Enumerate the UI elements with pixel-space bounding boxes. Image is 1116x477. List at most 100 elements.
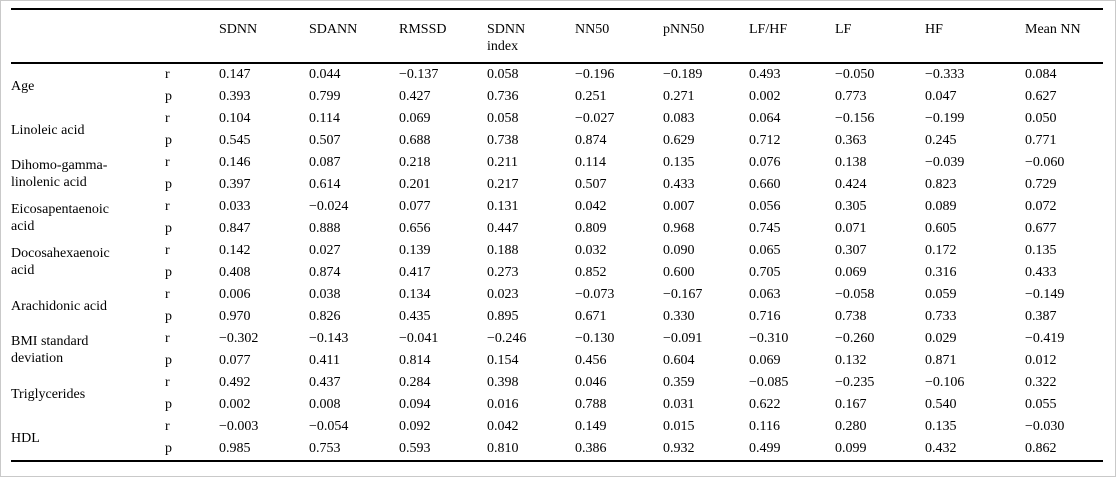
header-row: SDNN SDANN RMSSD SDNN index NN50 pNN50 LF/HF LF… xyxy=(11,9,1103,64)
value-cell: 0.397 xyxy=(219,177,251,192)
value-cell: 0.932 xyxy=(663,441,695,456)
value-cell: 0.729 xyxy=(1025,177,1057,192)
value-cell: 0.593 xyxy=(399,441,431,456)
value-cell: 0.427 xyxy=(399,89,431,104)
value-cell: 0.114 xyxy=(575,155,606,170)
value-cell: 0.985 xyxy=(219,441,251,456)
value-cell: 0.712 xyxy=(749,133,781,148)
value-cell: 0.874 xyxy=(575,133,607,148)
value-cell: 0.386 xyxy=(575,441,607,456)
table-row: Docosahexaenoic acid r 0.142 0.027 0.139 0.18… xyxy=(11,240,1103,278)
value-cell: 0.826 xyxy=(309,309,341,324)
value-cell: 0.069 xyxy=(749,353,781,368)
value-cell: 0.154 xyxy=(487,353,519,368)
table-row: p 0.985 0.753 0.593 0.810 0.386 0.932 0.499 0.09… xyxy=(11,438,1103,461)
table-row: Linoleic acid r 0.104 0.114 0.069 0.058 −0.027… xyxy=(11,108,1103,138)
value-cell: 0.492 xyxy=(219,375,251,390)
value-cell: −0.167 xyxy=(663,287,703,302)
stat-label: p xyxy=(165,177,172,192)
value-cell: 0.771 xyxy=(1025,133,1057,148)
value-cell: 0.456 xyxy=(575,353,607,368)
column-header: NN50 xyxy=(575,9,663,64)
table-row: Age r 0.147 0.044 −0.137 0.058 −0.196 −0.189 0.4… xyxy=(11,63,1103,94)
value-cell: −0.302 xyxy=(219,331,259,346)
value-cell: 0.433 xyxy=(663,177,695,192)
value-cell: 0.047 xyxy=(925,89,957,104)
value-cell: −0.246 xyxy=(487,331,527,346)
value-cell: 0.330 xyxy=(663,309,695,324)
value-cell: −0.073 xyxy=(575,287,615,302)
value-cell: 0.135 xyxy=(663,155,695,170)
value-cell: 0.387 xyxy=(1025,309,1057,324)
value-cell: 0.280 xyxy=(835,419,867,434)
value-cell: 0.059 xyxy=(925,287,957,302)
value-cell: 0.056 xyxy=(749,199,781,214)
table-body: Age r 0.147 0.044 −0.137 0.058 −0.196 −0.189 0.4… xyxy=(11,63,1103,461)
value-cell: 0.862 xyxy=(1025,441,1057,456)
value-cell: −0.041 xyxy=(399,331,439,346)
value-cell: 0.847 xyxy=(219,221,251,236)
value-cell: 0.007 xyxy=(663,199,695,214)
stat-label: p xyxy=(165,89,172,104)
stat-label: r xyxy=(165,331,170,346)
value-cell: 0.167 xyxy=(835,397,867,412)
value-cell: 0.273 xyxy=(487,265,519,280)
row-label: Age xyxy=(11,78,35,94)
value-cell: 0.002 xyxy=(749,89,781,104)
row-label: Linoleic acid xyxy=(11,122,85,138)
table-row: Triglycerides r 0.492 0.437 0.284 0.398 0.046 0… xyxy=(11,372,1103,402)
value-cell: −0.058 xyxy=(835,287,875,302)
value-cell: 0.050 xyxy=(1025,111,1057,126)
value-cell: 0.540 xyxy=(925,397,957,412)
value-cell: 0.398 xyxy=(487,375,519,390)
value-cell: 0.135 xyxy=(925,419,957,434)
table-row: HDL r −0.003 −0.054 0.092 0.042 0.149 0.015 0.11… xyxy=(11,416,1103,446)
value-cell: 0.042 xyxy=(487,419,519,434)
value-cell: 0.271 xyxy=(663,89,695,104)
stat-label: r xyxy=(165,287,170,302)
value-cell: −0.130 xyxy=(575,331,615,346)
row-label: HDL xyxy=(11,430,40,446)
value-cell: 0.044 xyxy=(309,67,341,82)
value-cell: 0.600 xyxy=(663,265,695,280)
table-row: BMI standard deviation r −0.302 −0.143 −0.04… xyxy=(11,328,1103,366)
row-label: Eicosapentaenoic acid xyxy=(11,202,109,234)
value-cell: −0.235 xyxy=(835,375,875,390)
value-cell: 0.251 xyxy=(575,89,607,104)
value-cell: 0.447 xyxy=(487,221,519,236)
value-cell: 0.069 xyxy=(835,265,867,280)
value-cell: 0.094 xyxy=(399,397,431,412)
value-cell: 0.104 xyxy=(219,111,251,126)
value-cell: 0.138 xyxy=(835,155,867,170)
table-row: p 0.397 0.614 0.201 0.217 0.507 0.433 0.660 0.42… xyxy=(11,174,1103,196)
value-cell: 0.359 xyxy=(663,375,695,390)
value-cell: 0.493 xyxy=(749,67,781,82)
value-cell: 0.688 xyxy=(399,133,431,148)
row-label-header xyxy=(11,9,165,64)
value-cell: 0.031 xyxy=(663,397,695,412)
stat-label: p xyxy=(165,441,172,456)
stat-label: r xyxy=(165,155,170,170)
value-cell: 0.172 xyxy=(925,243,957,258)
value-cell: 0.874 xyxy=(309,265,341,280)
stat-label: p xyxy=(165,133,172,148)
value-cell: 0.499 xyxy=(749,441,781,456)
value-cell: 0.015 xyxy=(663,419,695,434)
value-cell: −0.039 xyxy=(925,155,965,170)
value-cell: 0.065 xyxy=(749,243,781,258)
value-cell: −0.156 xyxy=(835,111,875,126)
value-cell: 0.424 xyxy=(835,177,867,192)
row-label: Dihomo-gamma-linolenic acid xyxy=(11,158,108,190)
value-cell: 0.363 xyxy=(835,133,867,148)
value-cell: 0.545 xyxy=(219,133,251,148)
correlation-table: SDNN SDANN RMSSD SDNN index NN50 pNN50 LF/HF LF… xyxy=(11,8,1103,462)
value-cell: 0.322 xyxy=(1025,375,1057,390)
value-cell: −0.054 xyxy=(309,419,349,434)
value-cell: 0.042 xyxy=(575,199,607,214)
value-cell: −0.030 xyxy=(1025,419,1065,434)
value-cell: 0.071 xyxy=(835,221,867,236)
value-cell: 0.852 xyxy=(575,265,607,280)
value-cell: 0.773 xyxy=(835,89,867,104)
value-cell: 0.132 xyxy=(835,353,867,368)
value-cell: −0.027 xyxy=(575,111,615,126)
